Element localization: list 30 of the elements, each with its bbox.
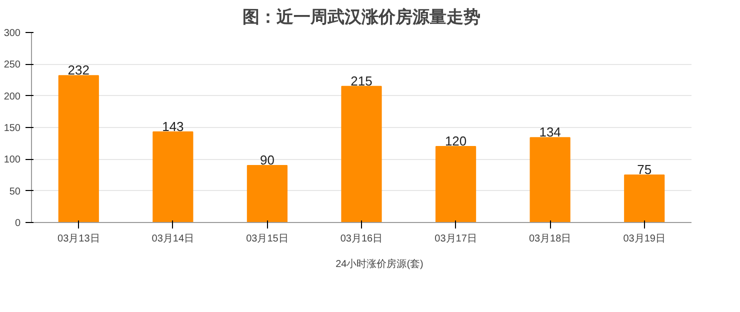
bar bbox=[435, 146, 476, 222]
y-tick-label: 200 bbox=[4, 91, 21, 102]
y-tick-label: 250 bbox=[4, 60, 21, 71]
data-label: 134 bbox=[539, 124, 561, 140]
y-tick-label: 150 bbox=[4, 123, 21, 134]
data-label: 75 bbox=[637, 162, 652, 177]
text: 24小时涨价房源(套) bbox=[336, 258, 424, 271]
x-tick-label: 03月14日 bbox=[152, 234, 194, 244]
bar bbox=[152, 131, 194, 222]
bar bbox=[246, 165, 288, 222]
data-label: 232 bbox=[68, 62, 90, 78]
bar bbox=[624, 174, 665, 222]
data-label: 90 bbox=[260, 152, 274, 168]
bar bbox=[341, 86, 382, 222]
x-tick-label: 03月19日 bbox=[623, 234, 666, 244]
bar bbox=[530, 137, 570, 222]
bar bbox=[58, 75, 99, 222]
x-tick-label: 03月18日 bbox=[528, 234, 572, 244]
x-tick-label: 03月17日 bbox=[434, 234, 477, 244]
y-tick-label: 300 bbox=[4, 28, 21, 39]
y-tick-label: 0 bbox=[14, 218, 21, 229]
data-label: 215 bbox=[350, 73, 372, 88]
x-tick-label: 03月13日 bbox=[58, 234, 100, 244]
y-tick-label: 50 bbox=[9, 186, 21, 198]
chart-title: 图：近一周武汉涨价房源量走势 bbox=[242, 8, 480, 28]
x-tick-label: 03月15日 bbox=[246, 234, 288, 244]
y-tick-label: 100 bbox=[4, 154, 21, 166]
x-tick-label: 03月16日 bbox=[340, 234, 383, 244]
data-label: 120 bbox=[444, 134, 467, 148]
data-label: 143 bbox=[162, 118, 184, 134]
